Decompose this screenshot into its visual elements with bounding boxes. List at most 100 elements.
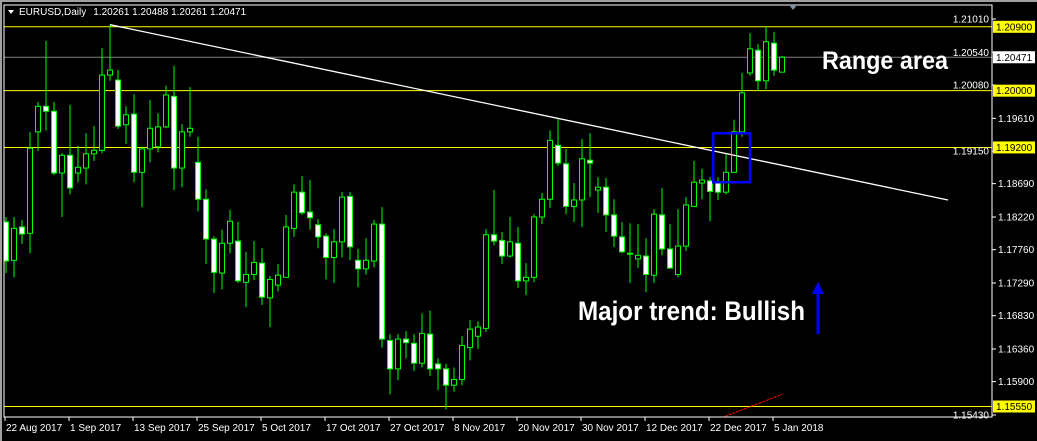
price-axis[interactable]: 1.21010 1.20540 1.20080 1.19610 1.19150 1.186… — [953, 15, 1035, 422]
candle — [211, 236, 217, 293]
red-trendline — [722, 393, 783, 417]
bear-candle-body — [499, 239, 505, 257]
bear-candle-body — [491, 234, 497, 242]
candle — [11, 217, 17, 278]
level-price-badge-label: 1.20900 — [996, 22, 1033, 33]
bull-candle-body — [627, 252, 633, 255]
triangle-down-icon[interactable] — [8, 10, 14, 14]
price-tick-label: 1.20080 — [953, 81, 990, 92]
bear-candle-body — [259, 262, 265, 298]
candle — [203, 189, 209, 264]
bull-candle-body — [651, 213, 657, 276]
bull-candle-body — [539, 198, 545, 218]
candle — [91, 126, 97, 161]
bull-candle-body — [747, 48, 753, 74]
candle — [691, 160, 697, 208]
bull-candle-body — [91, 149, 97, 155]
candle — [707, 177, 713, 222]
candle — [675, 209, 681, 278]
candle — [371, 219, 377, 268]
candle — [491, 190, 497, 246]
bull-candle-body — [419, 332, 425, 364]
bear-candle-body — [611, 214, 617, 237]
bear-candle-body — [659, 214, 665, 250]
candle — [19, 219, 25, 244]
candle — [467, 319, 473, 361]
candle — [763, 26, 769, 90]
plot-area[interactable] — [4, 24, 993, 418]
candle — [699, 168, 705, 200]
candle — [627, 223, 633, 284]
candle — [291, 184, 297, 237]
bull-candle-body — [779, 56, 785, 73]
candle — [171, 65, 177, 191]
bull-candle-body — [267, 278, 273, 299]
bear-candle-body — [51, 110, 57, 174]
time-axis[interactable]: 22 Aug 2017 1 Sep 2017 13 Sep 2017 25 Sep 2… — [4, 417, 824, 434]
bull-candle-body — [59, 154, 65, 174]
price-tick-label: 1.19150 — [953, 147, 990, 158]
level-price-badge-label: 1.20000 — [996, 86, 1033, 97]
candle — [347, 192, 353, 261]
candle — [75, 146, 81, 183]
candle — [27, 131, 33, 254]
date-tick-label: 12 Dec 2017 — [646, 423, 703, 434]
price-tick-label: 1.16830 — [998, 311, 1035, 322]
bull-candle-body — [467, 328, 473, 349]
price-badges: 1.20900 1.20000 1.19200 1.15550 1.20471 — [993, 20, 1035, 413]
bear-candle-body — [387, 339, 393, 370]
chart-shift-marker-icon[interactable] — [789, 5, 797, 10]
chart-header-text: EURUSD,Daily 1.20261 1.20488 1.20261 1.20… — [19, 7, 247, 18]
bear-candle-body — [19, 226, 25, 235]
candle — [51, 102, 57, 176]
candle — [299, 175, 305, 215]
candle — [443, 363, 449, 410]
current-price-badge-label: 1.20471 — [996, 53, 1033, 64]
candle — [219, 229, 225, 290]
breakout-box — [711, 132, 752, 184]
bull-candle-body — [699, 179, 705, 184]
major-trend-label: Major trend: Bullish — [578, 296, 805, 326]
bull-candle-body — [35, 105, 41, 133]
bull-candle-body — [691, 181, 697, 207]
range-area-label: Range area — [822, 47, 949, 75]
chart-header: EURUSD,Daily 1.20261 1.20488 1.20261 1.20… — [8, 7, 247, 18]
candle — [595, 177, 601, 213]
price-tick-label: 1.21010 — [953, 15, 990, 26]
bull-candle-body — [547, 139, 553, 200]
level-price-badge — [993, 400, 1035, 413]
level-price-badge-label: 1.15550 — [996, 402, 1033, 413]
bull-candle-body — [147, 127, 153, 150]
candle — [483, 229, 489, 332]
bull-candle-body — [459, 344, 465, 381]
candle — [531, 214, 537, 283]
bull-candle-body — [275, 274, 281, 286]
bear-candle-body — [315, 224, 321, 238]
bull-candle-body — [75, 166, 81, 174]
candle — [275, 263, 281, 292]
ohlc-readout: 1.20261 1.20488 1.20261 1.20471 — [93, 7, 246, 18]
candle — [619, 221, 625, 254]
arrow-up-icon — [812, 282, 824, 334]
candle — [67, 104, 73, 195]
price-tick-label: 1.17760 — [998, 245, 1035, 256]
price-tick-label: 1.17290 — [998, 279, 1035, 290]
candle — [683, 197, 689, 252]
candle — [555, 119, 561, 166]
bull-candle-body — [571, 199, 577, 207]
candle — [307, 180, 313, 230]
date-tick-label: 25 Sep 2017 — [198, 423, 255, 434]
candle — [499, 231, 505, 264]
bear-candle-body — [667, 248, 673, 269]
bull-candle-body — [243, 273, 249, 283]
bear-candle-body — [235, 240, 241, 282]
bull-candle-body — [675, 245, 681, 275]
candle — [587, 133, 593, 198]
candle — [507, 217, 513, 258]
candle — [459, 336, 465, 386]
candle — [659, 187, 665, 256]
candle — [43, 41, 49, 131]
candle — [99, 48, 105, 154]
bear-candle-body — [4, 221, 9, 262]
